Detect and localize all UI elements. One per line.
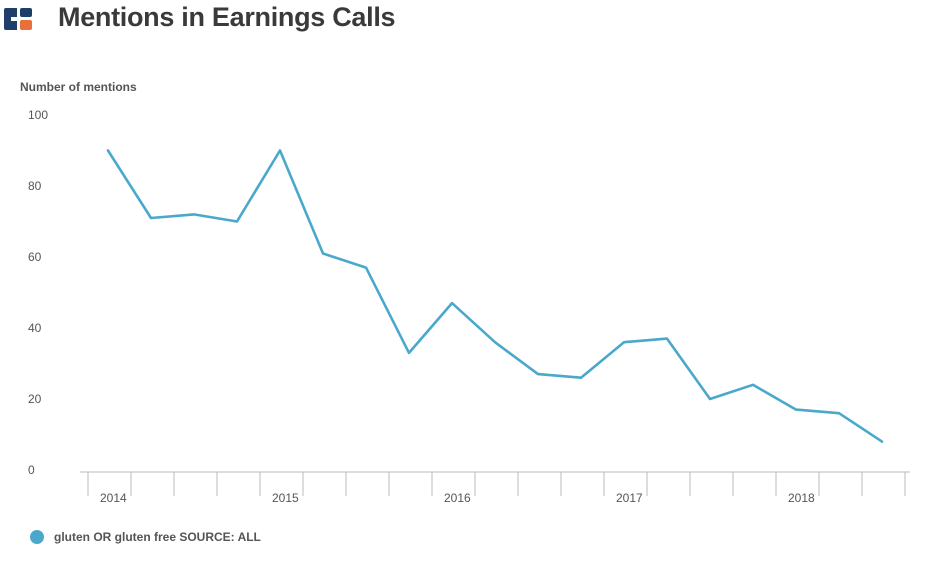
data-point[interactable]: [491, 338, 499, 346]
data-point[interactable]: [706, 395, 714, 403]
x-tick-label: 2017: [616, 491, 643, 505]
data-point[interactable]: [104, 147, 112, 155]
data-point[interactable]: [319, 249, 327, 257]
x-tick-label: 2014: [100, 491, 127, 505]
data-point[interactable]: [233, 218, 241, 226]
y-tick-label: 80: [28, 179, 42, 193]
data-point[interactable]: [534, 370, 542, 378]
data-point[interactable]: [276, 147, 284, 155]
chart-logo-icon: [4, 8, 32, 30]
x-tick-label: 2016: [444, 491, 471, 505]
y-tick-label: 100: [28, 108, 48, 122]
data-point[interactable]: [577, 374, 585, 382]
data-point[interactable]: [190, 210, 198, 218]
data-point[interactable]: [749, 381, 757, 389]
data-point[interactable]: [405, 349, 413, 357]
x-tick-label: 2018: [788, 491, 815, 505]
y-tick-label: 60: [28, 250, 42, 264]
legend-label: gluten OR gluten free SOURCE: ALL: [54, 530, 261, 544]
data-point[interactable]: [663, 335, 671, 343]
series-line[interactable]: [106, 149, 884, 443]
y-tick-label: 40: [28, 321, 42, 335]
chart-title: Mentions in Earnings Calls: [58, 2, 396, 32]
x-tick-label: 2015: [272, 491, 299, 505]
data-point[interactable]: [792, 406, 800, 414]
data-point[interactable]: [147, 214, 155, 222]
data-point[interactable]: [878, 438, 886, 446]
y-tick-label: 20: [28, 392, 42, 406]
chart-header: Mentions in Earnings Calls: [0, 0, 950, 40]
data-point[interactable]: [448, 299, 456, 307]
legend[interactable]: gluten OR gluten free SOURCE: ALL: [30, 530, 261, 544]
legend-swatch: [30, 530, 44, 544]
y-tick-label: 0: [28, 463, 35, 477]
y-axis-label: Number of mentions: [20, 80, 137, 94]
data-point[interactable]: [620, 338, 628, 346]
data-point[interactable]: [362, 264, 370, 272]
data-point[interactable]: [835, 409, 843, 417]
